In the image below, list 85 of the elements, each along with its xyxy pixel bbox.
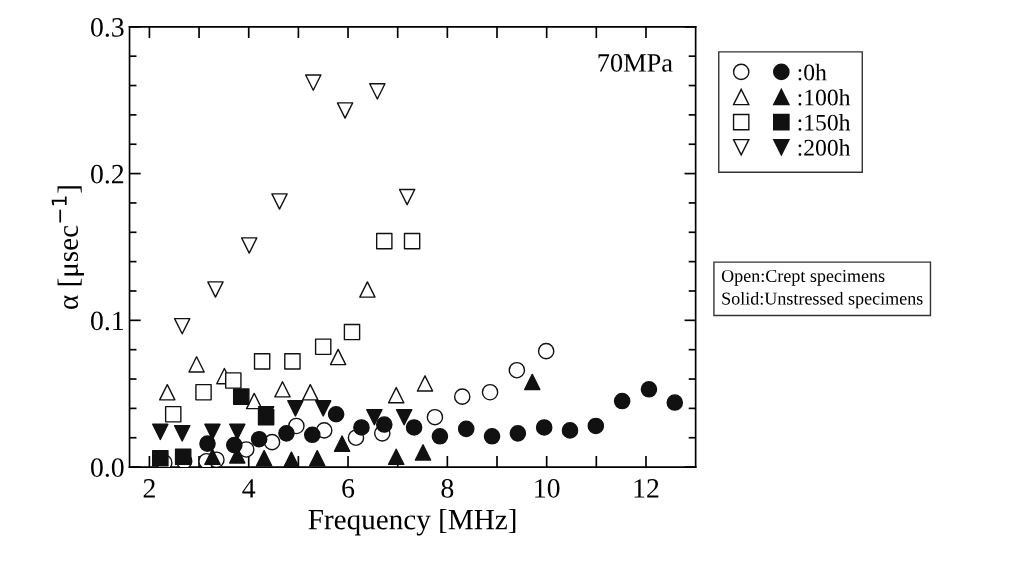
- point: [426, 408, 444, 426]
- legend-label: :0h: [798, 63, 827, 81]
- point: [375, 416, 393, 433]
- point: [414, 444, 432, 461]
- y-axis-title: α [μsec$^{−1}$]: [51, 186, 85, 309]
- point: [173, 425, 191, 442]
- legend-label: :150h: [798, 113, 851, 131]
- point: [308, 449, 326, 467]
- point: [195, 383, 212, 401]
- point: [387, 448, 405, 466]
- point: [207, 281, 224, 298]
- x-tick-label: 6: [342, 479, 355, 498]
- point: [250, 430, 268, 448]
- point: [375, 232, 393, 250]
- x-tick-label: 2: [143, 479, 155, 498]
- point: [199, 435, 216, 452]
- point: [483, 427, 501, 445]
- legend-label: :100h: [798, 88, 851, 106]
- x-tick-label: 4: [242, 479, 256, 498]
- point: [587, 417, 605, 435]
- point: [314, 400, 332, 417]
- point: [228, 423, 246, 441]
- point: [353, 419, 370, 436]
- y-tick-label: 0.1: [91, 311, 124, 331]
- point: [640, 381, 658, 398]
- point: [509, 425, 527, 442]
- point: [255, 449, 273, 467]
- point: [359, 281, 376, 298]
- point: [336, 102, 354, 119]
- point: [232, 388, 250, 405]
- point: [152, 449, 169, 467]
- point: [523, 373, 541, 391]
- point: [343, 323, 361, 341]
- point: [278, 425, 295, 442]
- point: [204, 423, 221, 441]
- point: [271, 193, 288, 210]
- legend-label: :200h: [798, 139, 851, 156]
- point: [204, 448, 221, 466]
- point: [387, 386, 405, 404]
- point: [303, 426, 321, 444]
- point: [304, 74, 322, 91]
- point: [613, 392, 631, 410]
- point: [283, 451, 300, 468]
- point: [164, 405, 182, 423]
- point: [398, 188, 416, 206]
- x-tick-label: 8: [441, 478, 454, 498]
- annotation: 70MPa: [598, 54, 673, 72]
- point: [561, 422, 579, 439]
- point: [253, 353, 271, 370]
- point: [158, 383, 176, 401]
- point: [537, 342, 555, 360]
- point: [225, 372, 242, 389]
- point: [284, 353, 301, 370]
- point: [405, 419, 423, 436]
- point: [173, 317, 191, 335]
- point: [174, 448, 192, 466]
- point: [333, 435, 351, 452]
- text: Open:Crept specimens Solid:Unstressed specimens: [721, 269, 923, 309]
- point: [457, 420, 475, 438]
- point: [287, 400, 304, 417]
- x-tick-label: 12: [634, 479, 659, 498]
- x-axis-title: Frequency [MHz]: [308, 508, 516, 536]
- point: [188, 356, 205, 373]
- point: [395, 408, 413, 426]
- point: [314, 338, 332, 356]
- point: [301, 383, 319, 401]
- point: [274, 381, 291, 398]
- point: [240, 237, 258, 254]
- point: [481, 383, 499, 401]
- point: [403, 232, 421, 250]
- point: [369, 83, 386, 100]
- point: [366, 408, 383, 426]
- point: [416, 375, 434, 392]
- y-tick-label: 0.0: [91, 458, 124, 478]
- y-tick-label: 0.2: [91, 164, 124, 184]
- point: [152, 423, 169, 441]
- point: [431, 427, 449, 445]
- x-tick-label: 10: [535, 478, 560, 498]
- point: [327, 405, 345, 423]
- point: [453, 388, 471, 405]
- y-tick-label: 0.3: [91, 18, 124, 37]
- point: [535, 419, 553, 436]
- point: [666, 394, 684, 411]
- point: [508, 361, 526, 379]
- point: [329, 348, 347, 366]
